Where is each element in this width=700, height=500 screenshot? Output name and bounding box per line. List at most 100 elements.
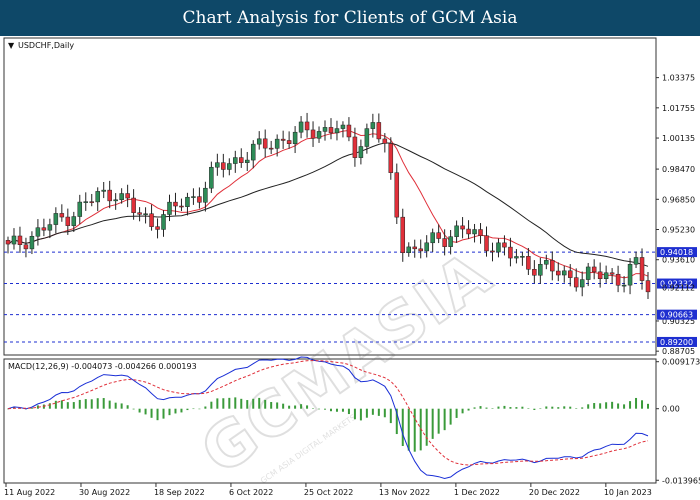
candle-body bbox=[334, 128, 340, 134]
macd-histogram-bar bbox=[96, 398, 99, 409]
time-axis: 11 Aug 2022 30 Aug 2022 18 Sep 2022 6 Oct 2… bbox=[4, 483, 652, 497]
macd-histogram-bar bbox=[168, 408, 171, 416]
macd-histogram-bar bbox=[551, 406, 554, 409]
candle-body bbox=[400, 216, 406, 253]
price-tick-label: 0.96850 bbox=[662, 195, 695, 204]
macd-histogram-bar bbox=[641, 400, 644, 409]
candle-body bbox=[227, 163, 232, 170]
header-title: Chart Analysis for Clients of GCM Asia bbox=[182, 8, 518, 28]
macd-histogram-bar bbox=[605, 402, 608, 409]
macd-histogram-bar bbox=[162, 408, 165, 419]
price-tick-label: 0.90325 bbox=[662, 317, 695, 326]
candle-body bbox=[538, 264, 543, 276]
macd-histogram-bar bbox=[84, 399, 87, 409]
macd-histogram-bar bbox=[455, 408, 458, 418]
candle-body bbox=[239, 157, 244, 163]
macd-histogram-bar bbox=[413, 408, 416, 452]
candle-body bbox=[316, 131, 322, 139]
candle-body bbox=[268, 147, 274, 150]
candle-body bbox=[298, 121, 304, 133]
macd-histogram-bar bbox=[521, 406, 524, 409]
macd-tick-label: 0.009173 bbox=[662, 358, 700, 367]
macd-histogram-bar bbox=[647, 403, 649, 409]
macd-histogram-bar bbox=[569, 406, 572, 409]
macd-histogram-bar bbox=[30, 407, 33, 409]
price-tick-label: 1.03375 bbox=[662, 74, 695, 83]
candle-body bbox=[502, 242, 507, 248]
macd-histogram-bar bbox=[198, 408, 201, 410]
macd-histogram-bar bbox=[425, 408, 428, 446]
price-tag-box bbox=[657, 309, 697, 320]
macd-tick-label: 0.00 bbox=[662, 405, 680, 414]
macd-histogram-bar bbox=[539, 408, 542, 410]
main-panel-frame bbox=[3, 37, 657, 356]
candle-body bbox=[119, 193, 124, 201]
macd-histogram-bar bbox=[114, 402, 117, 409]
price-tag-label: 0.90663 bbox=[660, 311, 693, 320]
price-tick-label: 1.01755 bbox=[662, 104, 695, 113]
candle-body bbox=[442, 238, 447, 247]
candle-body bbox=[436, 232, 441, 239]
candle-body bbox=[185, 196, 190, 207]
candle-body bbox=[107, 189, 112, 202]
macd-histogram-bar bbox=[329, 408, 332, 412]
macd-histogram-bar bbox=[222, 398, 225, 409]
macd-histogram-bar bbox=[347, 408, 350, 415]
macd-histogram-bar bbox=[210, 401, 213, 409]
candle-body bbox=[274, 138, 280, 149]
candle-body bbox=[23, 244, 29, 250]
macd-histogram-bar bbox=[377, 408, 380, 416]
price-tick-label: 0.88705 bbox=[662, 347, 695, 356]
candle-body bbox=[556, 270, 561, 276]
macd-histogram-bar bbox=[617, 403, 620, 409]
macd-histogram-bar bbox=[563, 406, 566, 409]
macd-histogram-bar bbox=[473, 407, 476, 409]
candle-body bbox=[286, 140, 292, 144]
time-tick-label: 6 Oct 2022 bbox=[229, 488, 273, 497]
macd-histogram-bar bbox=[443, 408, 446, 431]
candle-body bbox=[430, 232, 435, 244]
candle-body bbox=[370, 122, 376, 129]
candle-body bbox=[591, 266, 597, 273]
candle-body bbox=[460, 225, 465, 230]
candle-body bbox=[484, 235, 489, 252]
candle-body bbox=[125, 193, 130, 199]
macd-histogram-bar bbox=[383, 408, 386, 418]
candlesticks bbox=[5, 112, 651, 300]
macd-panel-frame bbox=[3, 358, 657, 484]
price-tag-box bbox=[657, 336, 697, 347]
macd-histogram-bar bbox=[126, 405, 129, 409]
candle-body bbox=[454, 225, 459, 237]
candle-body bbox=[508, 246, 513, 259]
candle-body bbox=[77, 201, 83, 217]
candle-body bbox=[478, 229, 483, 236]
candle-body bbox=[155, 226, 160, 230]
candle-body bbox=[173, 201, 178, 207]
macd-histogram-bar bbox=[150, 408, 153, 418]
macd-histogram-bar bbox=[228, 397, 231, 409]
candle-body bbox=[358, 146, 364, 158]
candle-body bbox=[615, 273, 621, 286]
candle-body bbox=[406, 246, 411, 253]
candle-body bbox=[59, 213, 65, 218]
macd-histogram-bar bbox=[491, 408, 494, 409]
price-tag-box bbox=[657, 247, 697, 258]
macd-histogram-bar bbox=[276, 402, 279, 409]
macd-histogram-bar bbox=[341, 408, 344, 412]
macd-histogram-bar bbox=[180, 408, 183, 413]
macd-histogram-bar bbox=[449, 408, 452, 425]
symbol-label-arrow: ▼ bbox=[8, 41, 15, 50]
candle-body bbox=[35, 227, 41, 237]
macd-histogram-bar bbox=[240, 398, 243, 409]
candle-body bbox=[544, 260, 549, 265]
macd-histogram-bar bbox=[359, 408, 362, 421]
candle-body bbox=[603, 272, 609, 279]
macd-histogram-bar bbox=[318, 408, 321, 410]
time-tick-label: 10 Jan 2023 bbox=[604, 488, 652, 497]
candle-body bbox=[256, 138, 262, 145]
macd-histogram-bar bbox=[527, 408, 530, 409]
candle-body bbox=[221, 162, 226, 170]
macd-histogram-bar bbox=[497, 406, 500, 409]
macd-histogram-bar bbox=[545, 406, 548, 409]
price-tag-label: 0.92112 bbox=[662, 284, 695, 293]
